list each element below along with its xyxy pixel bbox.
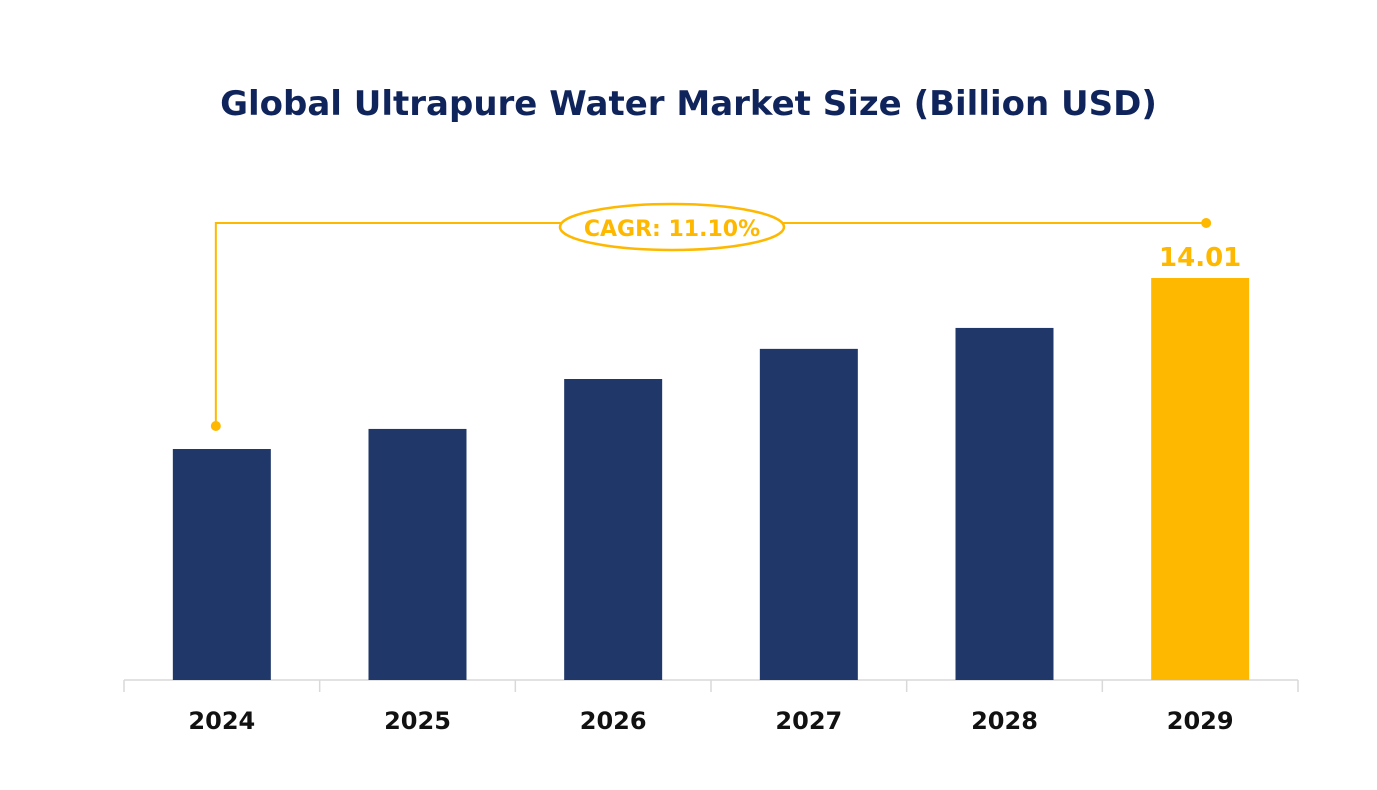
cagr-label: CAGR: 11.10% — [584, 217, 760, 242]
data-label: 14.01 — [1159, 243, 1241, 273]
bar-2027 — [759, 348, 858, 680]
cagr-badge — [558, 202, 786, 252]
chart-title: Global Ultrapure Water Market Size (Bill… — [220, 84, 1157, 124]
cagr-connector-line — [214, 222, 1207, 427]
cagr-start-dot — [210, 421, 221, 432]
x-tick-label: 2025 — [384, 707, 451, 735]
x-tick-label: 2028 — [971, 707, 1038, 735]
x-tick-label: 2026 — [580, 707, 647, 735]
x-tick-label: 2024 — [188, 707, 255, 735]
bar-2028 — [955, 327, 1054, 680]
bar-2029 — [1151, 278, 1250, 680]
bar-2026 — [564, 379, 663, 680]
x-tick-label: 2027 — [775, 707, 842, 735]
bar-2025 — [368, 428, 467, 680]
x-tick-label: 2029 — [1167, 707, 1234, 735]
cagr-end-dot — [1201, 218, 1212, 228]
bar-2024 — [172, 449, 271, 680]
